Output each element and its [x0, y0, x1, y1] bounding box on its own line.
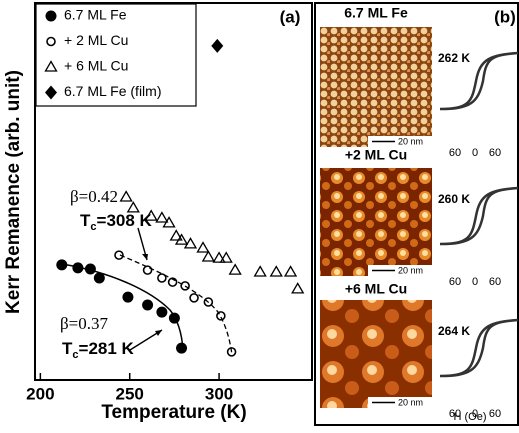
point — [171, 231, 182, 241]
point — [181, 282, 189, 290]
legend-marker — [46, 11, 57, 22]
legend-label: + 6 ML Cu — [64, 58, 128, 74]
tc: T — [80, 211, 91, 230]
h-tick-label: 60 — [489, 147, 501, 159]
scale-label: 20 nm — [398, 397, 423, 407]
point — [144, 266, 152, 274]
x-tick-label: 200 — [26, 384, 54, 403]
point — [122, 292, 133, 303]
image-title: +2 ML Cu — [345, 147, 407, 163]
temperature-label: 264 K — [438, 324, 470, 338]
stm-image — [320, 27, 432, 147]
x-tick-label: 300 — [205, 384, 233, 403]
panel-label: (a) — [280, 7, 301, 26]
point — [292, 283, 303, 293]
legend-marker — [47, 38, 55, 46]
tc: T — [62, 339, 73, 358]
legend-label: 6.7 ML Fe — [64, 7, 127, 23]
point — [255, 267, 266, 277]
scale-label: 20 nm — [398, 265, 423, 275]
legend-label: + 2 ML Cu — [64, 32, 128, 48]
h-tick-label: 60 — [489, 408, 501, 420]
tc-label: Tc=308 K — [80, 211, 153, 232]
h-tick-label: 60 — [449, 408, 461, 420]
stm-image — [320, 168, 432, 276]
point — [156, 307, 167, 318]
point — [156, 213, 167, 223]
y-axis-label: Kerr Remanence (arb. unit) — [3, 70, 24, 314]
tc-label: Tc=281 K — [62, 339, 135, 360]
fit-curve — [120, 255, 232, 355]
point — [176, 343, 187, 354]
h-tick-label: 0 — [472, 408, 478, 420]
h-tick-label: 0 — [472, 276, 478, 288]
h-tick-label: 60 — [449, 276, 461, 288]
beta-label: β=0.42 — [70, 187, 118, 206]
image-title: 6.7 ML Fe — [344, 5, 408, 21]
scale-label: 20 nm — [398, 136, 423, 146]
temperature-label: 262 K — [438, 51, 470, 65]
h-tick-label: 0 — [472, 147, 478, 159]
panel-label: (b) — [494, 7, 516, 26]
legend-label: 6.7 ML Fe (film) — [64, 83, 162, 99]
beta-label: β=0.37 — [60, 314, 108, 333]
figure: 200 250 300 β=0.42 Tc=308 K β=0.37 Tc=281 … — [0, 0, 519, 428]
arrowhead — [142, 254, 148, 260]
point — [197, 243, 208, 253]
h-tick-label: 60 — [449, 147, 461, 159]
point — [203, 252, 214, 262]
point — [121, 192, 132, 202]
x-axis-label: Temperature (K) — [101, 402, 246, 423]
temperature-label: 260 K — [438, 192, 470, 206]
point — [271, 267, 282, 277]
x-tick-label: 250 — [116, 384, 144, 403]
stm-image — [320, 300, 432, 408]
point — [128, 202, 139, 212]
point — [285, 267, 296, 277]
point — [142, 300, 153, 311]
point — [211, 39, 223, 53]
point — [230, 265, 241, 275]
point — [190, 294, 198, 302]
tc-value: =281 K — [79, 339, 135, 358]
tc-value: =308 K — [97, 211, 153, 230]
h-tick-label: 60 — [489, 276, 501, 288]
annotation: β=0.42 Tc=308 K β=0.37 Tc=281 K — [60, 187, 153, 361]
image-title: +6 ML Cu — [345, 281, 407, 297]
